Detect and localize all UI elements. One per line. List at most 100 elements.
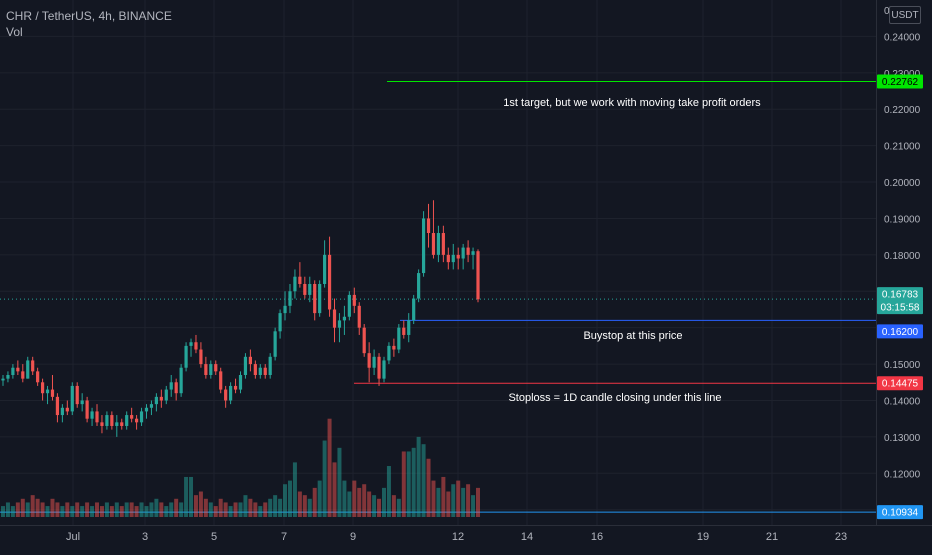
- volume-bar: [60, 506, 65, 517]
- candle-body: [293, 276, 297, 292]
- candle-body: [169, 382, 173, 390]
- candle-body: [75, 385, 79, 405]
- candle-body: [402, 327, 406, 335]
- volume-bar: [40, 502, 45, 517]
- price-tick-label: 0.18000: [884, 251, 921, 262]
- time-tick-label: 19: [697, 531, 709, 543]
- volume-bar: [372, 495, 377, 517]
- volume-bar: [1, 506, 5, 517]
- time-tick-label: 7: [281, 531, 287, 543]
- candle-body: [139, 411, 144, 423]
- candle-body: [159, 396, 163, 401]
- symbol-title[interactable]: CHR / TetherUS, 4h, BINANCE: [6, 9, 172, 23]
- time-tick-label: 9: [350, 531, 356, 543]
- volume-bar: [119, 506, 124, 517]
- candle-body: [184, 345, 188, 368]
- volume-bar: [466, 484, 471, 517]
- volume-bar: [287, 480, 292, 517]
- volume-bar: [169, 502, 174, 517]
- candle-body: [347, 294, 351, 317]
- candle-body: [209, 364, 213, 376]
- volume-bar: [80, 506, 85, 517]
- candle-body: [70, 385, 74, 412]
- target-price-tag: [877, 74, 923, 89]
- volume-bar: [263, 502, 268, 517]
- volume-bar: [213, 506, 218, 517]
- candle-body: [204, 364, 208, 376]
- candle-body: [105, 415, 109, 426]
- volume-bar: [446, 491, 451, 517]
- candle-body: [392, 345, 396, 350]
- candle-body: [85, 400, 89, 419]
- target-price-tag-label: 0.22762: [882, 77, 919, 88]
- candle-body: [40, 382, 45, 394]
- candle-body: [31, 360, 35, 372]
- candle-body: [130, 415, 134, 419]
- candle-body: [471, 251, 475, 255]
- candle-body: [164, 389, 168, 401]
- candle-body: [229, 385, 233, 401]
- volume-bar: [139, 502, 144, 517]
- volume-bar: [401, 451, 406, 517]
- candle-body: [377, 356, 381, 379]
- countdown-price-tag-label: 03:15:58: [881, 303, 920, 314]
- candle-body: [219, 371, 223, 390]
- price-tags: 0.22762 0.16783 03:15:58 0.16200 0.14475 0.10…: [877, 74, 923, 520]
- volume-bar: [292, 462, 297, 517]
- volume-bar: [278, 498, 283, 517]
- volume-bar: [268, 498, 273, 517]
- candle-body: [342, 316, 347, 321]
- grid: [0, 0, 876, 525]
- candle-body: [253, 364, 257, 376]
- buystop-annotation: Buystop at this price: [583, 330, 682, 342]
- volume-bar: [85, 502, 90, 517]
- volume-bar: [317, 480, 322, 517]
- candle-body: [199, 349, 203, 365]
- price-tick-label: 0.22000: [884, 105, 921, 116]
- time-tick-label: 3: [142, 531, 148, 543]
- volume-bar: [134, 506, 139, 517]
- volume-bar: [322, 440, 327, 517]
- candle-body: [134, 418, 139, 423]
- candle-body: [65, 407, 69, 412]
- candle-body: [179, 367, 183, 394]
- candle-body: [476, 251, 480, 300]
- volume-bar: [431, 480, 436, 517]
- candle-body: [248, 356, 252, 365]
- volume-bar: [406, 451, 411, 517]
- candle-body: [45, 389, 50, 394]
- candle-body: [397, 327, 401, 350]
- candle-body: [362, 327, 366, 354]
- candle-body: [100, 422, 104, 426]
- volume-bar: [30, 495, 35, 517]
- price-tick-label: 0.19000: [884, 214, 921, 225]
- time-tick-label: 14: [521, 531, 533, 543]
- candle-body: [456, 254, 460, 259]
- volume-bar: [198, 491, 203, 517]
- candle-body: [436, 233, 441, 255]
- volume-bar: [362, 484, 367, 517]
- candle-body: [352, 294, 356, 306]
- time-tick-label: 23: [835, 531, 847, 543]
- volume-indicator-label[interactable]: Vol: [6, 25, 23, 39]
- candle-body: [268, 356, 272, 376]
- candle-body: [26, 360, 30, 379]
- candle-body: [278, 313, 282, 332]
- volume-bar: [174, 498, 179, 517]
- price-tick-label: 0.20000: [884, 178, 921, 189]
- candle-body: [149, 404, 154, 408]
- candle-body: [327, 254, 332, 310]
- currency-selector[interactable]: USDT: [889, 6, 921, 24]
- volume-bar: [124, 502, 129, 517]
- volume-bar: [273, 495, 278, 517]
- volume-bar: [396, 498, 401, 517]
- candle-body: [90, 411, 94, 419]
- volume-bar: [411, 447, 416, 517]
- volume-bar: [208, 502, 213, 517]
- candle-body: [283, 305, 287, 314]
- price-tick-label: 0.24000: [884, 32, 921, 43]
- candle-body: [214, 364, 218, 372]
- volume-bar: [90, 506, 95, 517]
